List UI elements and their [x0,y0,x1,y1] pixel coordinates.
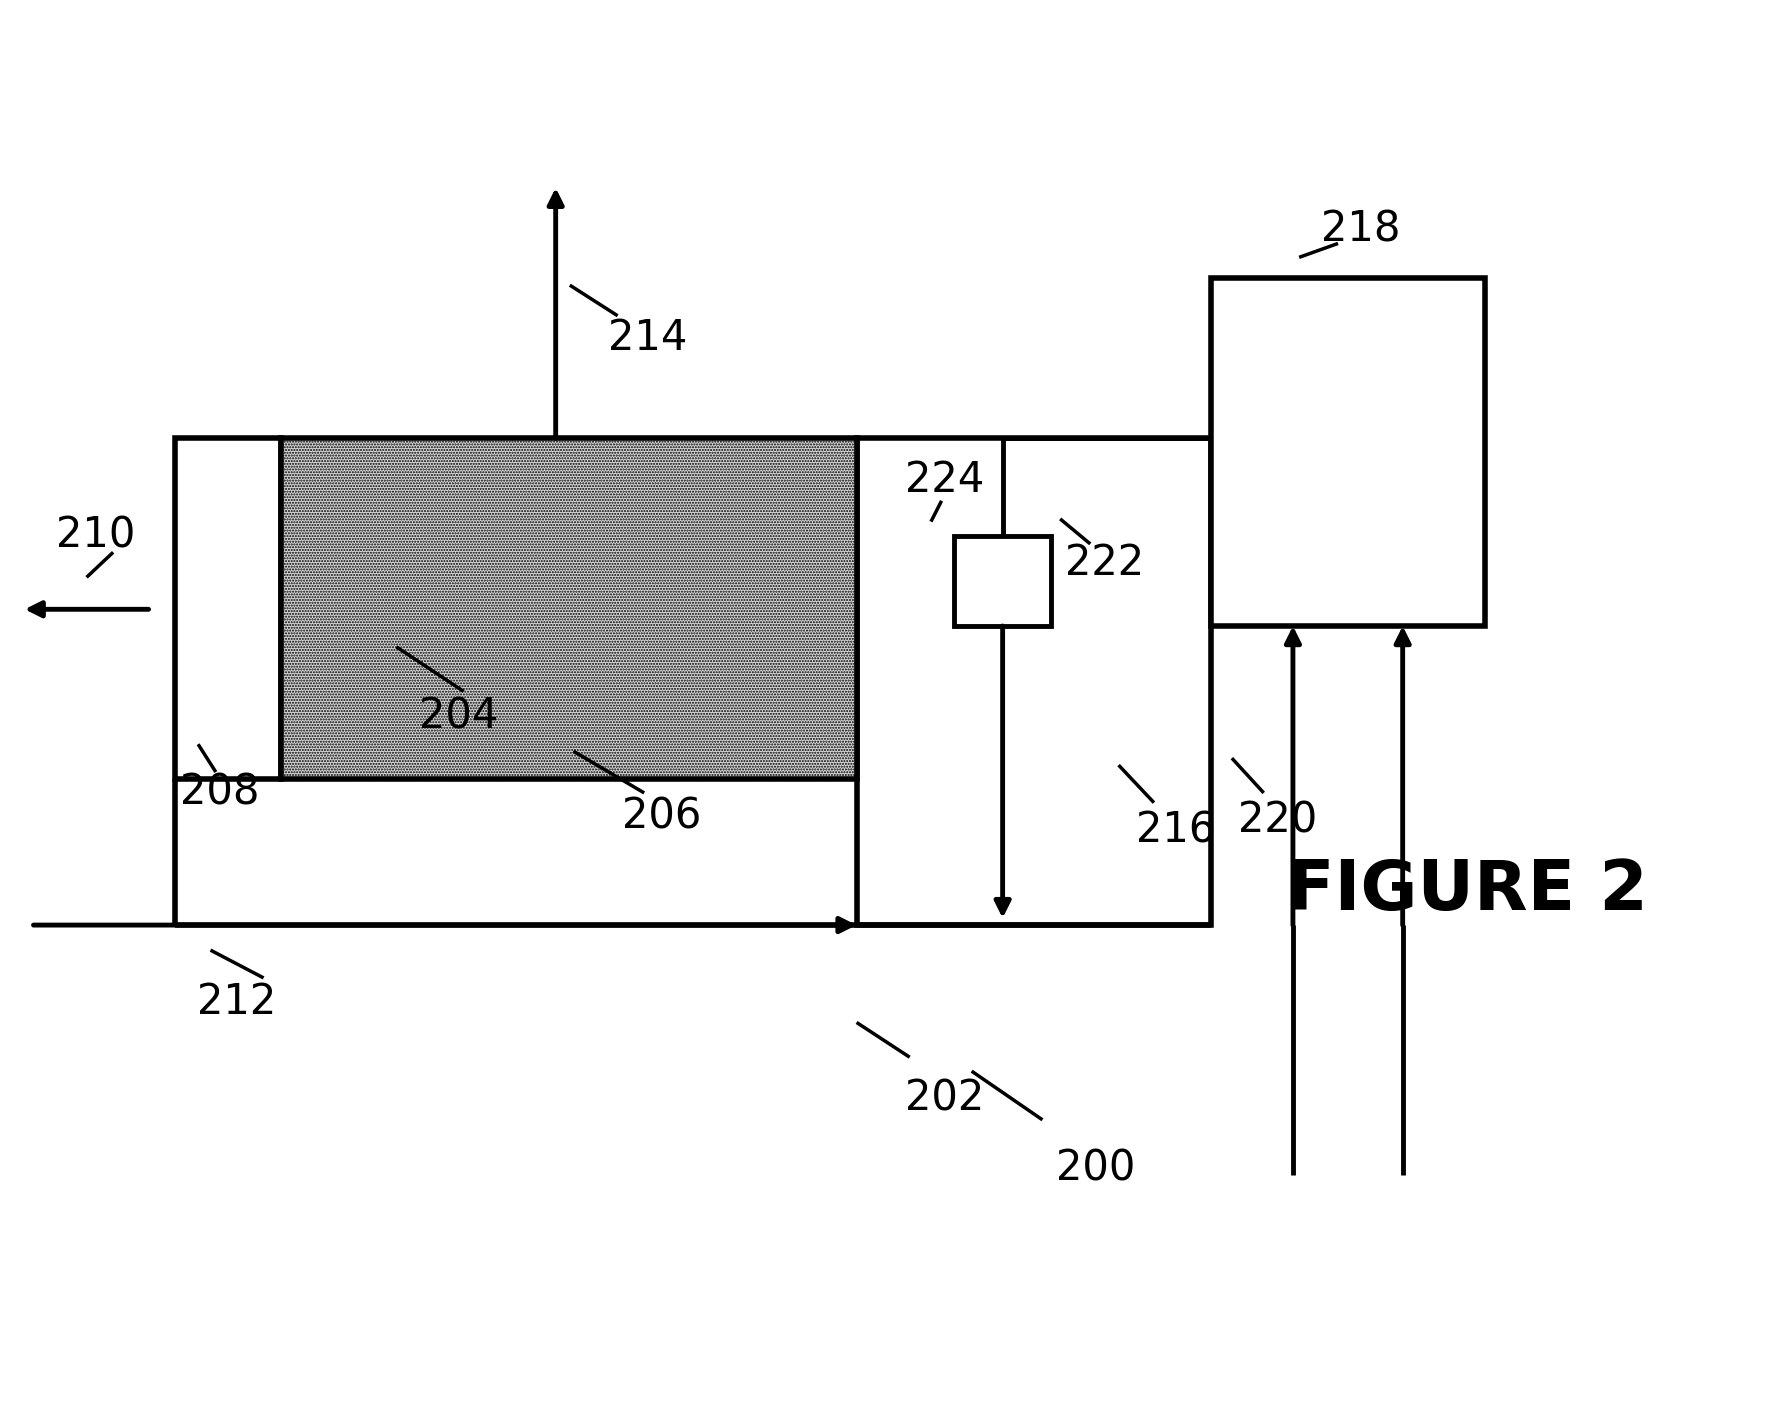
Text: 206: 206 [623,795,701,837]
Bar [282,438,856,778]
Bar [954,535,1051,627]
Text: 204: 204 [419,695,498,738]
Text: 222: 222 [1065,542,1144,584]
Bar [856,438,1211,924]
Text: 208: 208 [180,771,259,813]
Text: 214: 214 [608,318,687,360]
Text: 200: 200 [1056,1148,1135,1190]
Text: FIGURE 2: FIGURE 2 [1286,857,1648,924]
Bar [1211,278,1484,627]
Text: 220: 220 [1238,799,1318,842]
Text: 216: 216 [1136,809,1215,851]
Text: 202: 202 [906,1078,985,1120]
Bar [175,438,282,778]
Text: 218: 218 [1322,208,1400,250]
Text: 224: 224 [906,459,985,502]
Text: 212: 212 [198,981,277,1023]
Text: 210: 210 [55,514,136,556]
